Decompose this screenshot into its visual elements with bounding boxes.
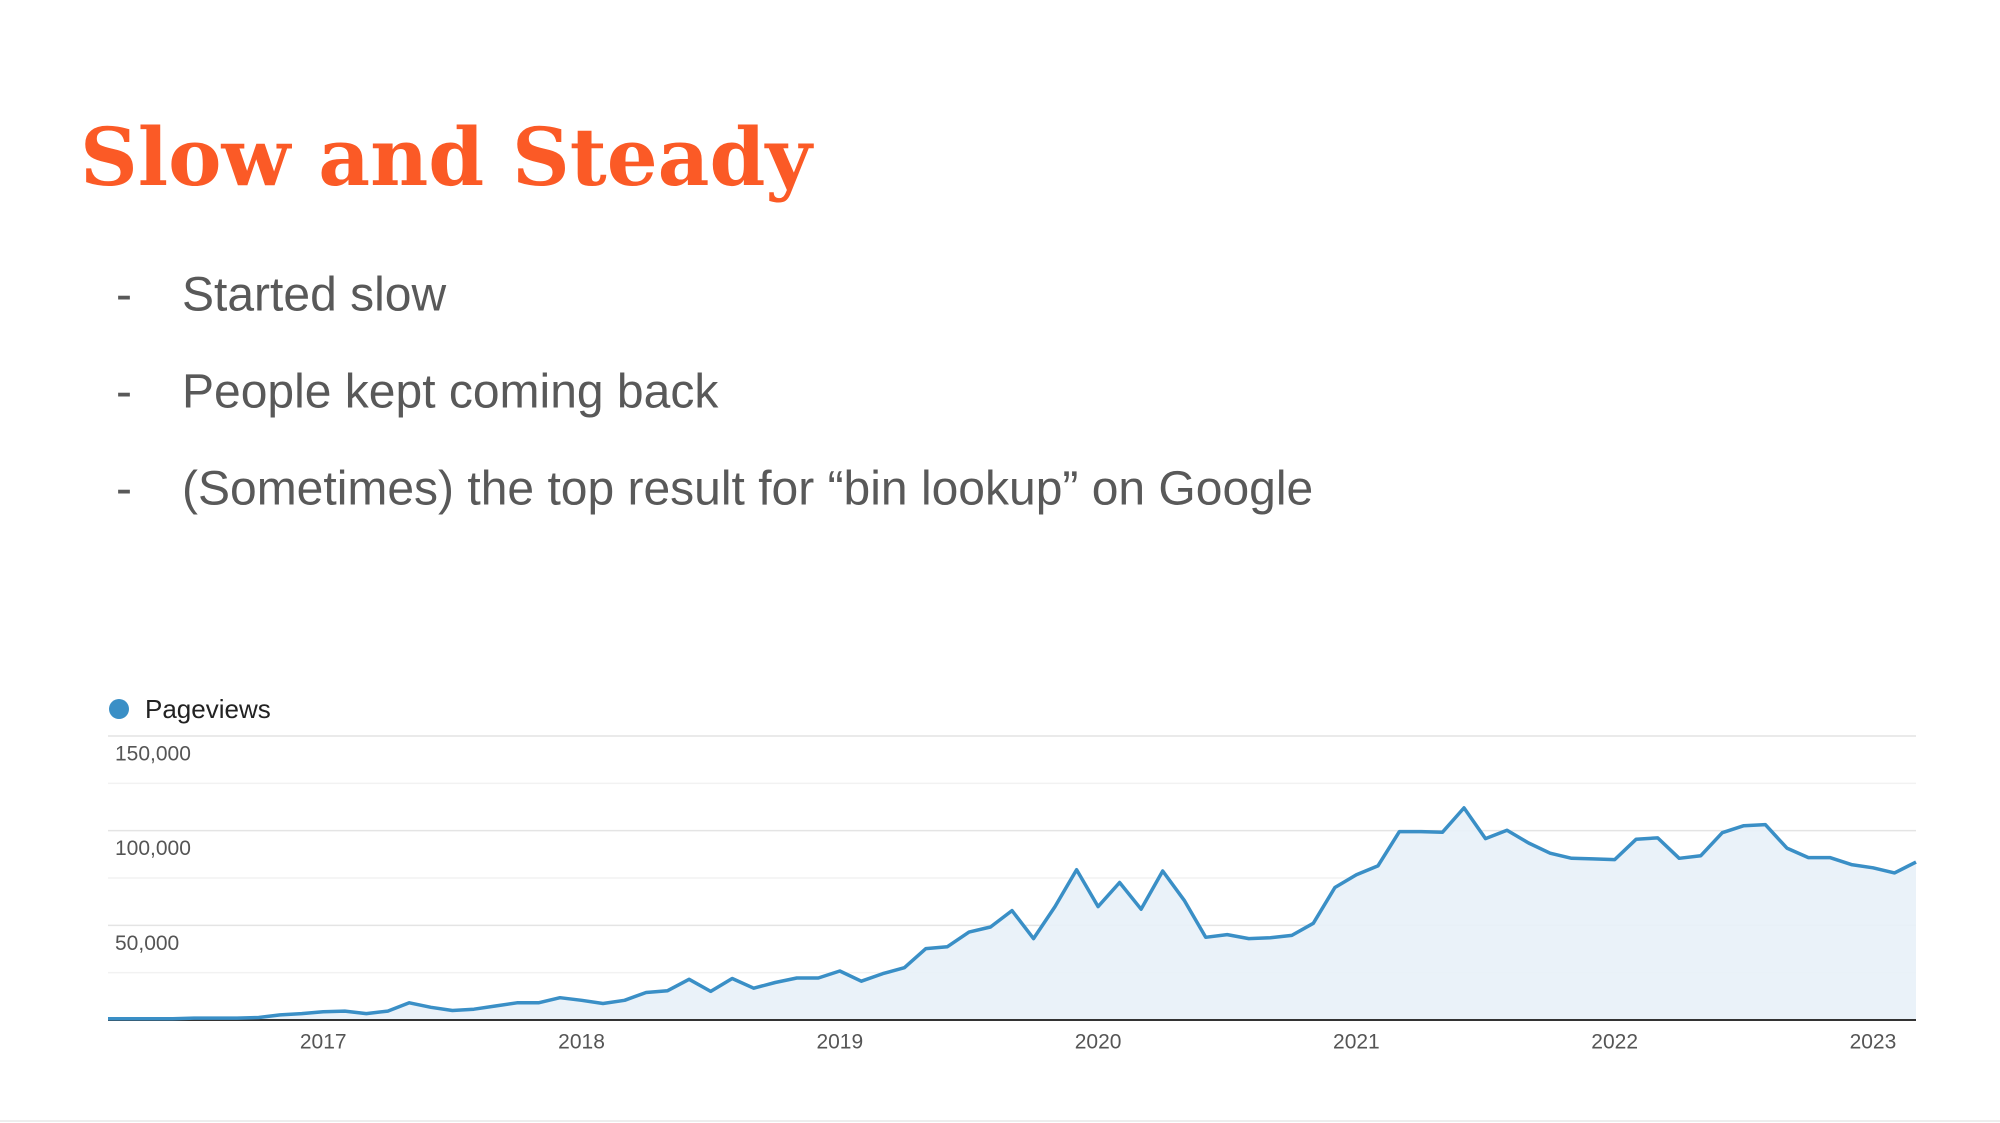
bullet-text: People kept coming back — [182, 366, 719, 419]
y-tick-label: 100,000 — [115, 837, 191, 860]
x-tick-label: 2022 — [1591, 1031, 1638, 1054]
y-tick-label: 150,000 — [115, 743, 191, 766]
bullet-marker: - — [116, 366, 132, 419]
x-tick-label: 2023 — [1850, 1031, 1897, 1054]
bullet-marker: - — [116, 269, 132, 322]
x-tick-label: 2019 — [816, 1031, 863, 1054]
x-tick-label: 2021 — [1333, 1031, 1380, 1054]
y-tick-label: 50,000 — [115, 932, 179, 955]
bullet-marker: - — [116, 463, 132, 516]
bullet-text: Started slow — [182, 269, 446, 322]
x-tick-label: 2018 — [558, 1031, 605, 1054]
legend-label: Pageviews — [145, 694, 271, 724]
line — [108, 806, 1917, 1021]
x-tick-label: 2017 — [300, 1031, 347, 1054]
area-fill — [108, 807, 1916, 1020]
x-tick-label: 2020 — [1075, 1031, 1122, 1054]
slide-title: Slow and Steady — [80, 110, 814, 204]
bullet-text: (Sometimes) the top result for “bin look… — [182, 463, 1313, 516]
legend-marker — [109, 699, 129, 719]
